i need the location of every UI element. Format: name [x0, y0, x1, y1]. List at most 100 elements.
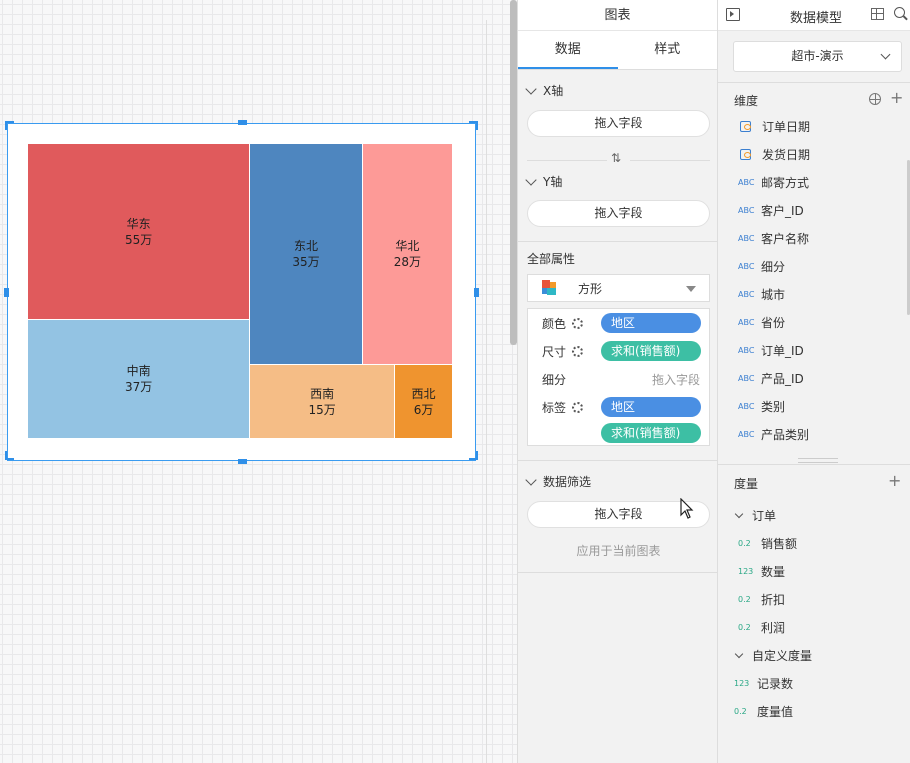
dimension-scrollbar[interactable] — [907, 160, 910, 315]
mark-properties-box: 颜色 地区 尺寸 求和(销售额) 细分 拖入字段 标签 地区 求和(销售额) — [527, 308, 710, 446]
dimension-field[interactable]: ABC 省份 — [738, 312, 785, 332]
resize-handle-top[interactable] — [238, 120, 247, 125]
chevron-down-icon — [525, 82, 537, 95]
add-measure-icon[interactable]: + — [888, 471, 902, 490]
field-name: 数量 — [761, 564, 786, 579]
chevron-down-icon — [880, 49, 891, 60]
all-props-label: 全部属性 — [527, 252, 576, 266]
text-type-icon: ABC — [738, 401, 755, 411]
dimension-field[interactable]: ABC 邮寄方式 — [738, 172, 809, 192]
resize-handle-bottom-right[interactable] — [469, 451, 478, 460]
dimension-resize-grip[interactable] — [798, 458, 838, 463]
color-field-pill[interactable]: 地区 — [601, 313, 701, 333]
measure-field[interactable]: 0.2 折扣 — [738, 589, 785, 609]
measure-group-custom[interactable]: 自定义度量 — [734, 647, 812, 664]
chart-panel-tabs: 数据 样式 — [518, 31, 717, 70]
number-type-icon: 0.2 — [738, 622, 751, 632]
chart-type-select[interactable]: 方形 — [527, 274, 710, 302]
tile-name-label: 华北 — [395, 239, 420, 254]
dataset-select[interactable]: 超市-演示 — [733, 41, 902, 72]
canvas-scrollbar[interactable] — [510, 0, 517, 345]
y-axis-label: Y轴 — [543, 175, 563, 189]
measure-field[interactable]: 0.2 销售额 — [738, 533, 797, 553]
treemap-tile[interactable]: 华北 28万 — [362, 144, 453, 366]
field-name: 客户名称 — [761, 231, 810, 246]
dimension-field[interactable]: ABC 客户名称 — [738, 228, 809, 248]
filter-section-header[interactable]: 数据筛选 — [525, 473, 591, 490]
chart-widget[interactable]: 华东 55万 中南 37万 东北 35万 华北 28万 西南 15万 西北 6万 — [4, 120, 479, 464]
globe-icon[interactable] — [869, 93, 881, 105]
treemap-tile[interactable]: 东北 35万 — [250, 144, 363, 366]
dropdown-arrow-icon — [686, 286, 696, 292]
measure-field[interactable]: 0.2 度量值 — [734, 701, 793, 721]
measure-group-orders[interactable]: 订单 — [734, 507, 776, 524]
all-props-header: 全部属性 — [527, 250, 575, 267]
size-field-pill[interactable]: 求和(销售额) — [601, 341, 701, 361]
dimension-field[interactable]: ABC 细分 — [738, 256, 785, 276]
text-type-icon: ABC — [738, 345, 755, 355]
data-model-header: 数据模型 — [718, 0, 910, 31]
treemap-tile[interactable]: 西南 15万 — [250, 365, 396, 439]
chevron-down-icon — [734, 649, 744, 659]
dimension-field[interactable]: 发货日期 — [738, 144, 810, 164]
gear-icon[interactable] — [572, 402, 584, 413]
measure-field[interactable]: 123 数量 — [738, 561, 785, 581]
canvas-boundary — [486, 20, 487, 763]
field-name: 销售额 — [761, 536, 798, 551]
gear-icon[interactable] — [572, 346, 584, 357]
filter-drop-zone[interactable]: 拖入字段 — [527, 501, 710, 528]
tile-value-label: 15万 — [308, 402, 336, 417]
resize-handle-bottom-left[interactable] — [5, 451, 14, 460]
color-row: 颜色 — [542, 315, 584, 332]
x-axis-drop-zone[interactable]: 拖入字段 — [527, 110, 710, 137]
swap-axes-icon[interactable]: ⇅ — [611, 151, 622, 165]
color-label: 颜色 — [542, 317, 567, 331]
dimension-field[interactable]: ABC 类别 — [738, 396, 785, 416]
divider — [518, 241, 719, 242]
divider — [518, 572, 719, 573]
measure-field[interactable]: 123 记录数 — [734, 673, 793, 693]
dimension-field[interactable]: ABC 订单_ID — [738, 340, 804, 360]
treemap-tile[interactable]: 华东 55万 — [28, 144, 251, 321]
field-name: 省份 — [761, 315, 786, 330]
y-axis-section-header[interactable]: Y轴 — [525, 173, 563, 190]
add-dimension-icon[interactable]: + — [890, 88, 904, 107]
apply-to-chart-text: 应用于当前图表 — [576, 544, 661, 558]
dimension-field[interactable]: 订单日期 — [738, 116, 810, 136]
divider — [718, 82, 910, 83]
treemap-tile[interactable]: 西北 6万 — [395, 365, 453, 439]
tag-field-pill-sales[interactable]: 求和(销售额) — [601, 423, 701, 443]
tag-field-pill-region[interactable]: 地区 — [601, 397, 701, 417]
table-icon[interactable] — [871, 8, 884, 20]
detail-drop-zone[interactable]: 拖入字段 — [652, 373, 701, 387]
resize-handle-top-left[interactable] — [5, 121, 14, 130]
number-type-icon: 0.2 — [734, 706, 747, 716]
tab-style[interactable]: 样式 — [654, 42, 681, 57]
chart-panel-title: 图表 — [518, 0, 717, 31]
tab-data[interactable]: 数据 — [518, 31, 618, 69]
divider — [718, 464, 910, 465]
resize-handle-top-right[interactable] — [469, 121, 478, 130]
resize-handle-left[interactable] — [4, 288, 9, 297]
resize-handle-bottom[interactable] — [238, 459, 247, 464]
canvas-area[interactable]: 华东 55万 中南 37万 东北 35万 华北 28万 西南 15万 西北 6万 — [0, 0, 517, 763]
tile-name-label: 华东 — [126, 216, 151, 231]
measure-field[interactable]: 0.2 利润 — [738, 617, 785, 637]
x-axis-section-header[interactable]: X轴 — [525, 82, 563, 99]
dimension-field[interactable]: ABC 客户_ID — [738, 200, 804, 220]
dimension-field[interactable]: ABC 产品类别 — [738, 424, 809, 444]
field-name: 度量值 — [757, 704, 794, 719]
chevron-down-icon — [734, 509, 744, 519]
gear-icon[interactable] — [572, 318, 584, 329]
search-icon[interactable] — [894, 7, 905, 18]
dimension-field[interactable]: ABC 城市 — [738, 284, 785, 304]
chart-type-value: 方形 — [578, 281, 603, 296]
dimension-field[interactable]: ABC 产品_ID — [738, 368, 804, 388]
treemap-tile[interactable]: 中南 37万 — [28, 320, 251, 439]
field-name: 产品类别 — [761, 427, 810, 442]
collapse-panel-icon[interactable] — [726, 8, 740, 21]
y-axis-drop-zone[interactable]: 拖入字段 — [527, 200, 710, 227]
resize-handle-right[interactable] — [474, 288, 479, 297]
treemap-chart[interactable]: 华东 55万 中南 37万 东北 35万 华北 28万 西南 15万 西北 6万 — [28, 144, 453, 439]
text-type-icon: ABC — [738, 373, 755, 383]
